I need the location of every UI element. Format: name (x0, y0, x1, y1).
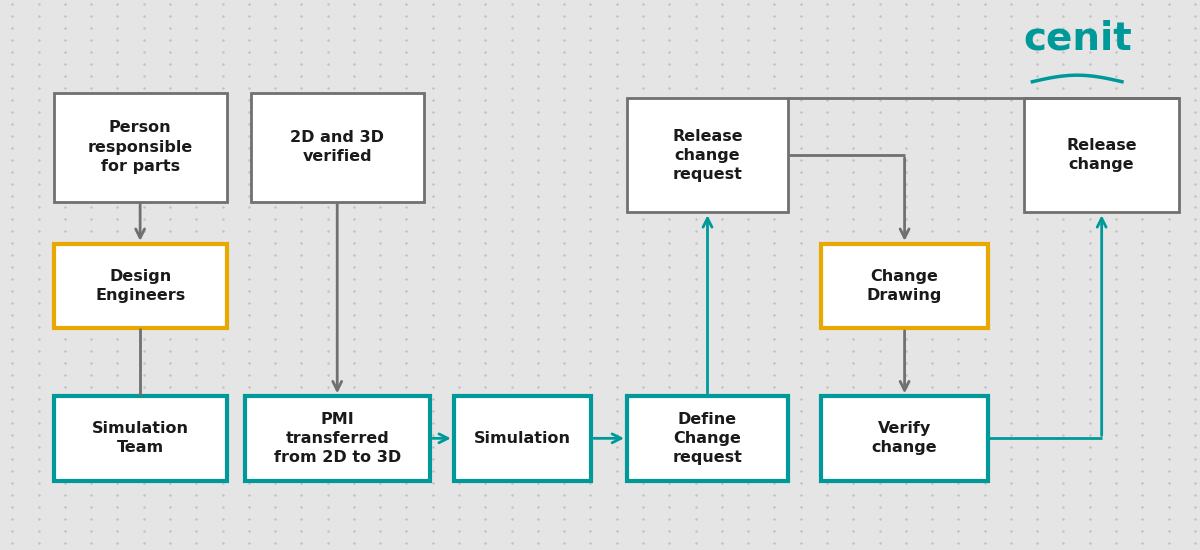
Text: Simulation
Team: Simulation Team (91, 421, 188, 455)
FancyBboxPatch shape (54, 244, 227, 328)
FancyBboxPatch shape (54, 92, 227, 201)
Text: Define
Change
request: Define Change request (672, 411, 743, 465)
FancyBboxPatch shape (821, 396, 988, 481)
FancyBboxPatch shape (54, 396, 227, 481)
FancyBboxPatch shape (626, 98, 788, 212)
Text: Change
Drawing: Change Drawing (866, 269, 942, 303)
Text: Release
change
request: Release change request (672, 129, 743, 182)
Text: Simulation: Simulation (474, 431, 571, 446)
Text: 2D and 3D
verified: 2D and 3D verified (290, 130, 384, 164)
Text: Verify
change: Verify change (871, 421, 937, 455)
Text: cenit: cenit (1024, 19, 1132, 57)
FancyBboxPatch shape (245, 396, 430, 481)
Text: Release
change: Release change (1067, 138, 1136, 172)
FancyBboxPatch shape (251, 92, 424, 201)
FancyBboxPatch shape (821, 244, 988, 328)
Text: PMI
transferred
from 2D to 3D: PMI transferred from 2D to 3D (274, 411, 401, 465)
FancyBboxPatch shape (1024, 98, 1180, 212)
Text: Design
Engineers: Design Engineers (95, 269, 185, 303)
Text: Person
responsible
for parts: Person responsible for parts (88, 120, 193, 174)
FancyBboxPatch shape (626, 396, 788, 481)
FancyBboxPatch shape (454, 396, 592, 481)
